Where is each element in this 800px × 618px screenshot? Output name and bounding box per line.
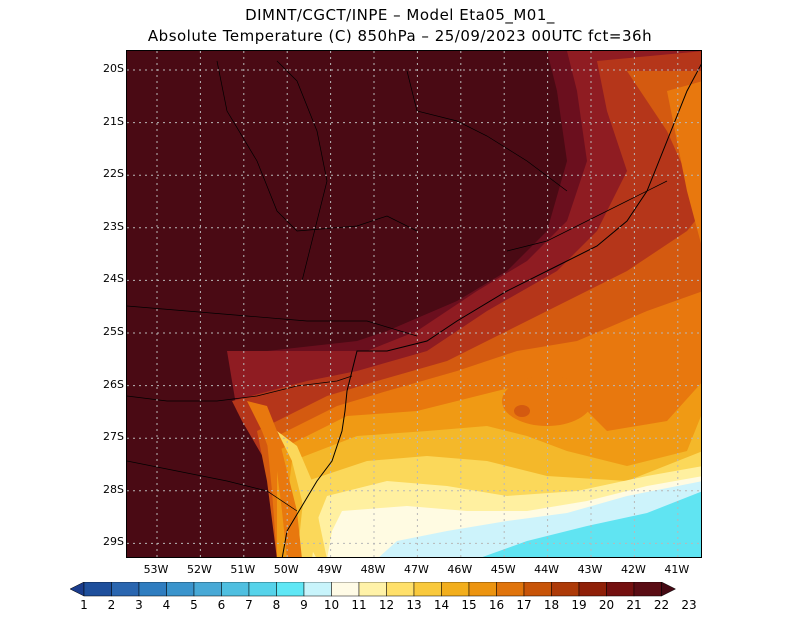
- colorbar-segment: [111, 582, 140, 597]
- lon-label: 48W: [360, 563, 386, 576]
- lon-label: 45W: [490, 563, 516, 576]
- colorbar-label: 12: [378, 598, 395, 612]
- colorbar-segment: [578, 582, 607, 597]
- colorbar-segment: [138, 582, 167, 597]
- lat-label: 27S: [103, 430, 124, 444]
- warm-core-red: [514, 405, 530, 417]
- state-border-3: [127, 460, 298, 512]
- colorbar-label: 16: [488, 598, 505, 612]
- land-warm-wedge-light: [277, 431, 327, 557]
- colorbar-label: 19: [571, 598, 587, 612]
- colorbar-label: 1: [80, 598, 88, 612]
- colorbar-segment: [166, 582, 195, 597]
- lon-label: 41W: [664, 563, 690, 576]
- colorbar-arrow-low: [70, 582, 85, 597]
- graticule: [127, 51, 701, 557]
- lat-label: 26S: [103, 377, 124, 391]
- lat-label: 22S: [103, 167, 124, 181]
- lat-label: 28S: [103, 482, 124, 496]
- colorbar-segment: [248, 582, 277, 597]
- colorbar-segment: [551, 582, 580, 597]
- colorbar-segment: [468, 582, 497, 597]
- lon-label: 51W: [230, 563, 256, 576]
- colorbar-segment: [496, 582, 525, 597]
- colorbar-arrow-high: [661, 582, 677, 597]
- colorbar-segment: [276, 582, 305, 597]
- lat-label: 24S: [103, 272, 124, 286]
- colorbar-segment: [441, 582, 470, 597]
- lon-label: 44W: [534, 563, 560, 576]
- colorbar-segment: [606, 582, 635, 597]
- colorbar-label: 14: [433, 598, 450, 612]
- colorbar-label: 6: [217, 598, 226, 612]
- colorbar-segment: [523, 582, 552, 597]
- colorbar-segment: [358, 582, 387, 597]
- coastline: [281, 63, 701, 557]
- colorbar-segment: [83, 582, 112, 597]
- colorbar-label: 8: [272, 598, 281, 612]
- colorbar-label: 7: [245, 598, 253, 612]
- lon-label: 52W: [186, 563, 212, 576]
- state-border-1: [127, 305, 418, 337]
- warm-core-orange: [502, 376, 592, 426]
- colorbar-segment: [303, 582, 332, 597]
- colorbar-label: 17: [516, 598, 532, 612]
- lon-label: 49W: [317, 563, 343, 576]
- colorbar-label: 3: [135, 598, 143, 612]
- colorbar-label: 10: [323, 598, 340, 612]
- lat-label: 20S: [103, 62, 124, 75]
- colorbar-label: 2: [107, 598, 116, 612]
- land-warm-wedge: [247, 401, 302, 557]
- colorbar-label: 9: [300, 598, 308, 612]
- colorbar-label: 18: [543, 598, 560, 612]
- colorbar-label: 5: [190, 598, 198, 612]
- lon-label: 42W: [620, 563, 646, 576]
- colorbar-label: 13: [406, 598, 422, 612]
- colorbar-segment: [221, 582, 250, 597]
- colorbar-label: 23: [681, 598, 697, 612]
- lat-label: 29S: [103, 535, 124, 549]
- lon-label: 47W: [403, 563, 429, 576]
- state-border-2: [127, 375, 353, 402]
- lon-label: 46W: [447, 563, 473, 576]
- lon-label: 53W: [143, 563, 169, 576]
- colorbar-label: 20: [598, 598, 615, 612]
- colorbar-segment: [193, 582, 222, 597]
- state-border-6: [506, 180, 668, 252]
- colorbar-label: 11: [351, 598, 367, 612]
- lat-label: 21S: [103, 114, 124, 128]
- state-border-5: [406, 70, 568, 192]
- lat-label: 23S: [103, 219, 124, 233]
- lon-label: 50W: [273, 563, 299, 576]
- colorbar-label: 4: [162, 598, 171, 612]
- title-line-2: Absolute Temperature (C) 850hPa – 25/09/…: [147, 27, 653, 45]
- colorbar-label: 15: [461, 598, 477, 612]
- colorbar-label: 21: [626, 598, 642, 612]
- state-border-4: [276, 60, 328, 282]
- colorbar-label: 22: [653, 598, 670, 612]
- map-canvas: [127, 51, 701, 557]
- title-line-1: DIMNT/CGCT/INPE – Model Eta05_M01_: [245, 6, 555, 24]
- colorbar-segment: [386, 582, 415, 597]
- colorbar-segment: [413, 582, 442, 597]
- temperature-map: [126, 50, 702, 558]
- colorbar-segment: [633, 582, 662, 597]
- lon-label: 43W: [577, 563, 603, 576]
- colorbar: [70, 582, 677, 597]
- lat-label: 25S: [103, 325, 124, 338]
- colorbar-segment: [331, 582, 360, 597]
- temp-band-cyan: [482, 491, 701, 557]
